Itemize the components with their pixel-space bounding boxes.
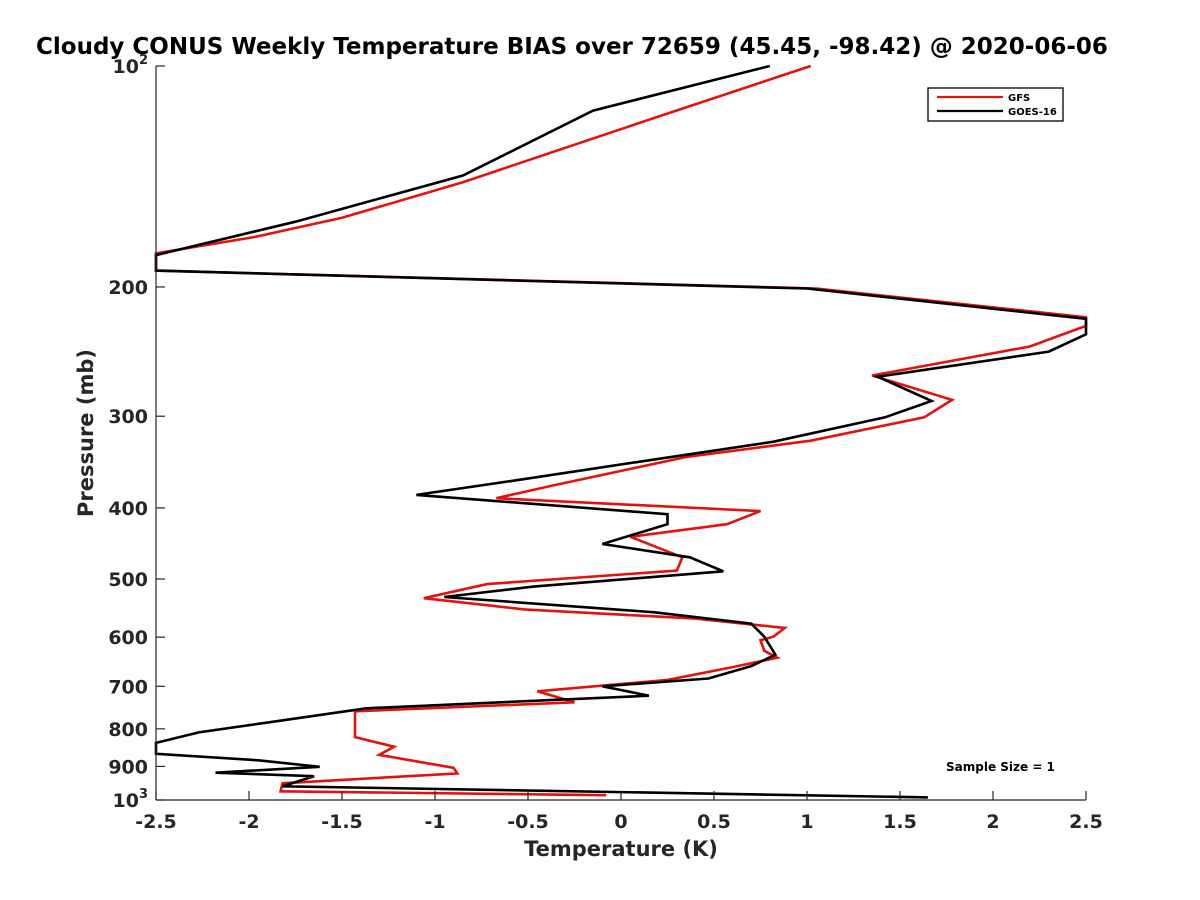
- plot-background: [156, 66, 1086, 800]
- y-tick-label: 600: [108, 627, 148, 649]
- sample-size-annotation: Sample Size = 1: [946, 760, 1055, 774]
- x-tick-label: 1.5: [883, 811, 917, 833]
- y-tick-label: 200: [108, 277, 148, 299]
- x-tick-label: -1: [424, 811, 445, 833]
- legend-box: [927, 87, 1064, 122]
- x-tick-label: 0.5: [697, 811, 731, 833]
- y-tick-label: 300: [108, 406, 148, 428]
- x-tick-label: 2: [986, 811, 999, 833]
- legend: GFS GOES-16: [927, 87, 1064, 122]
- y-tick-label: 800: [108, 719, 148, 741]
- x-tick-label: -0.5: [507, 811, 549, 833]
- y-tick-label: 400: [108, 498, 148, 520]
- x-axis-label: Temperature (K): [524, 837, 718, 861]
- x-tick-label: 1: [800, 811, 813, 833]
- x-tick-label: -2.5: [135, 811, 177, 833]
- y-tick-label: 900: [108, 756, 148, 778]
- y-tick-label: 103: [113, 787, 149, 812]
- x-tick-label: 0: [614, 811, 627, 833]
- y-axis-ticks: 102 200 300 400 500 600 700 800 900 103: [108, 53, 165, 812]
- legend-entry-gfs: GFS: [1008, 93, 1030, 104]
- x-axis-ticks: -2.5 -2 -1.5 -1 -0.5 0 0.5 1 1.5 2 2.5: [135, 791, 1103, 833]
- x-tick-label: -2: [238, 811, 259, 833]
- y-tick-label: 500: [108, 569, 148, 591]
- plot-area: -2.5 -2 -1.5 -1 -0.5 0 0.5 1 1.5 2 2.5 102 200 300 40…: [108, 53, 1103, 833]
- legend-entry-goes-16: GOES-16: [1008, 107, 1057, 118]
- x-tick-label: 2.5: [1069, 811, 1103, 833]
- y-axis-label: Pressure (mb): [74, 349, 98, 517]
- x-tick-label: -1.5: [321, 811, 363, 833]
- y-tick-label: 102: [113, 53, 149, 78]
- chart-title: Cloudy CONUS Weekly Temperature BIAS ove…: [36, 34, 1108, 60]
- y-tick-label: 700: [108, 676, 148, 698]
